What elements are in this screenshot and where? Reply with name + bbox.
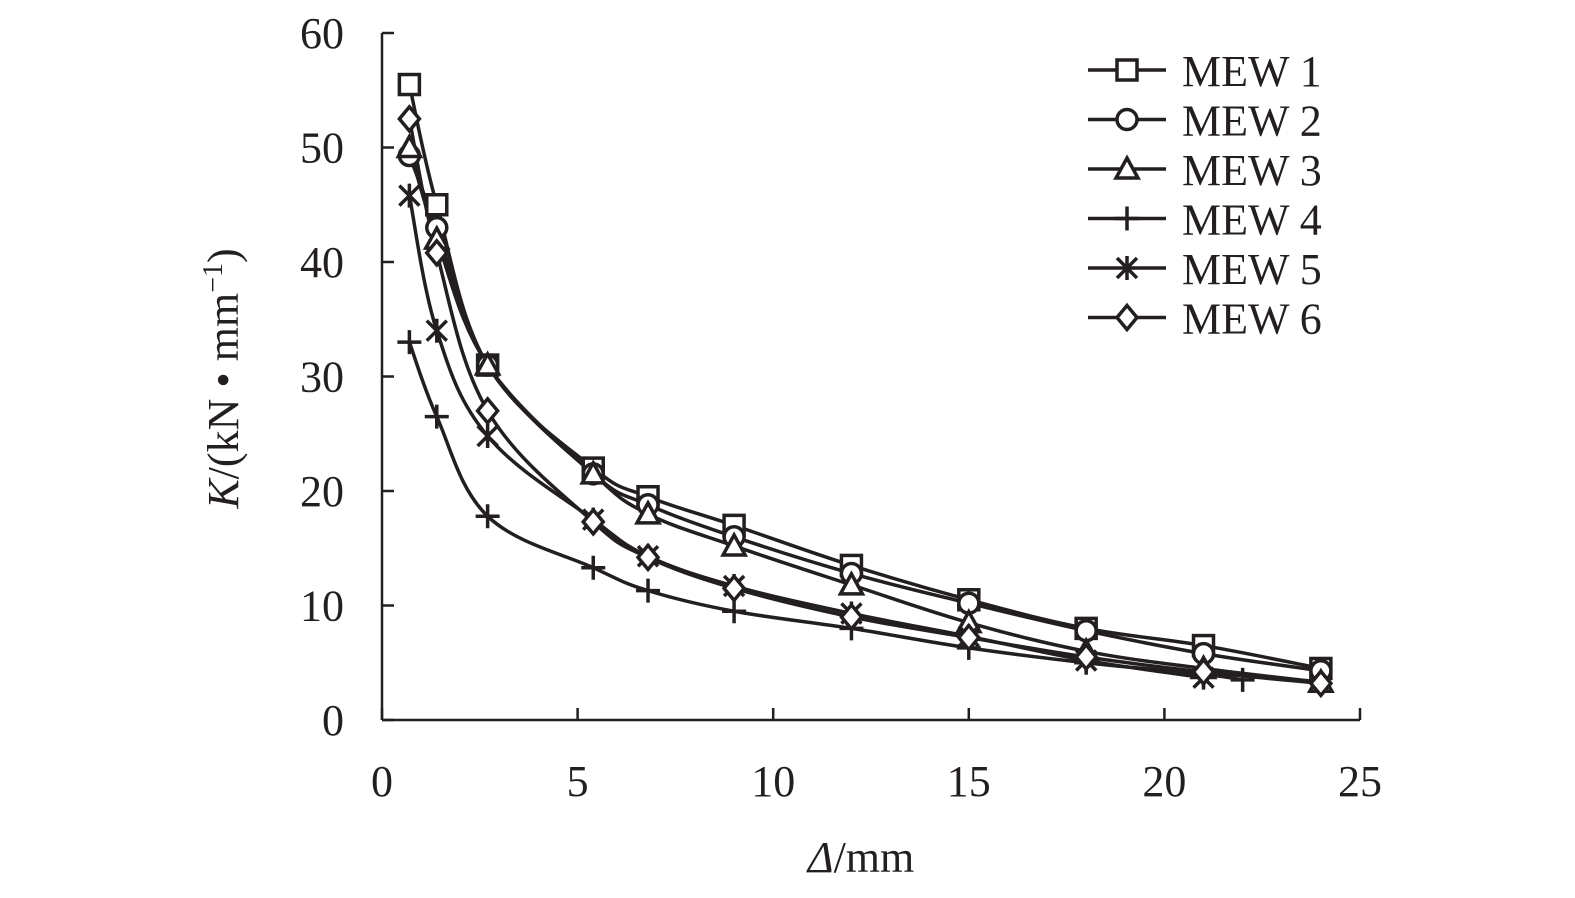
data-point-mew-6 — [580, 507, 606, 537]
legend-marker-mew-4 — [1115, 206, 1139, 231]
data-point-mew-6 — [1073, 642, 1099, 672]
data-point-mew-3 — [634, 499, 662, 525]
data-point-mew-1 — [425, 193, 449, 217]
data-point-mew-3 — [579, 459, 608, 485]
series-line-mew-4 — [407, 341, 1243, 682]
y-tick-label: 0 — [322, 696, 344, 745]
data-point-mew-5 — [398, 183, 421, 208]
y-tick-label: 20 — [300, 467, 344, 516]
legend-label-mew-3: MEW 3 — [1182, 146, 1322, 195]
x-axis-label: Δ/mm — [806, 833, 915, 882]
data-point-mew-3 — [395, 132, 424, 159]
y-axis-superscript: −1 — [198, 263, 229, 293]
data-point-mew-4 — [475, 504, 500, 529]
legend-marker-mew-3 — [1113, 154, 1141, 180]
data-point-mew-5 — [476, 424, 499, 449]
ticks: 0 5 10 15 20 25 0 10 20 30 40 50 60 — [300, 9, 1382, 806]
y-tick-label: 60 — [300, 9, 344, 58]
data-point-mew-4 — [1230, 667, 1255, 692]
y-axis-unit: /(kN • mm — [199, 293, 248, 480]
data-point-mew-4 — [424, 404, 449, 429]
data-point-mew-4 — [397, 330, 422, 355]
data-point-mew-6 — [721, 573, 747, 604]
x-axis-symbol: Δ — [806, 833, 834, 882]
legend-label-mew-5: MEW 5 — [1182, 245, 1322, 294]
series-markers — [395, 72, 1335, 699]
y-axis-symbol: K — [199, 477, 248, 510]
x-tick-label: 10 — [751, 757, 795, 806]
x-tick-label: 0 — [371, 757, 393, 806]
legend-label-mew-4: MEW 4 — [1182, 196, 1322, 245]
legend-marker-mew-2 — [1115, 107, 1139, 132]
y-tick-label: 50 — [300, 124, 344, 173]
y-tick-label: 10 — [300, 582, 344, 631]
data-point-mew-6 — [397, 104, 422, 134]
x-tick-label: 20 — [1142, 757, 1186, 806]
x-tick-label: 25 — [1338, 757, 1382, 806]
legend-marker-mew-5 — [1115, 256, 1139, 280]
data-point-mew-6 — [839, 602, 864, 632]
data-point-mew-6 — [956, 622, 982, 653]
data-point-mew-6 — [635, 542, 661, 573]
y-tick-label: 40 — [300, 238, 344, 287]
data-point-mew-6 — [475, 396, 500, 426]
legend-marker-mew-6 — [1114, 302, 1140, 333]
data-point-mew-4 — [581, 555, 606, 580]
legend-marker-mew-1 — [1115, 58, 1139, 82]
x-axis-unit: /mm — [834, 833, 915, 882]
legend-label-mew-2: MEW 2 — [1182, 97, 1322, 146]
data-point-mew-4 — [636, 578, 661, 603]
data-point-mew-3 — [720, 531, 749, 557]
x-tick-label: 15 — [947, 757, 991, 806]
data-point-mew-6 — [424, 238, 450, 268]
data-point-mew-5 — [425, 318, 449, 343]
y-axis-label: K/(kN • mm−1) — [198, 248, 248, 509]
data-point-mew-6 — [1191, 657, 1216, 687]
data-point-mew-4 — [722, 599, 747, 624]
data-point-mew-1 — [397, 72, 422, 97]
x-tick-label: 5 — [567, 757, 589, 806]
legend-label-mew-6: MEW 6 — [1182, 295, 1322, 344]
y-tick-label: 30 — [300, 353, 344, 402]
data-point-mew-3 — [837, 570, 866, 596]
y-axis-close: ) — [199, 248, 248, 263]
data-point-mew-3 — [473, 350, 502, 376]
legend-label-mew-1: MEW 1 — [1182, 47, 1322, 96]
data-point-mew-6 — [1308, 668, 1334, 699]
